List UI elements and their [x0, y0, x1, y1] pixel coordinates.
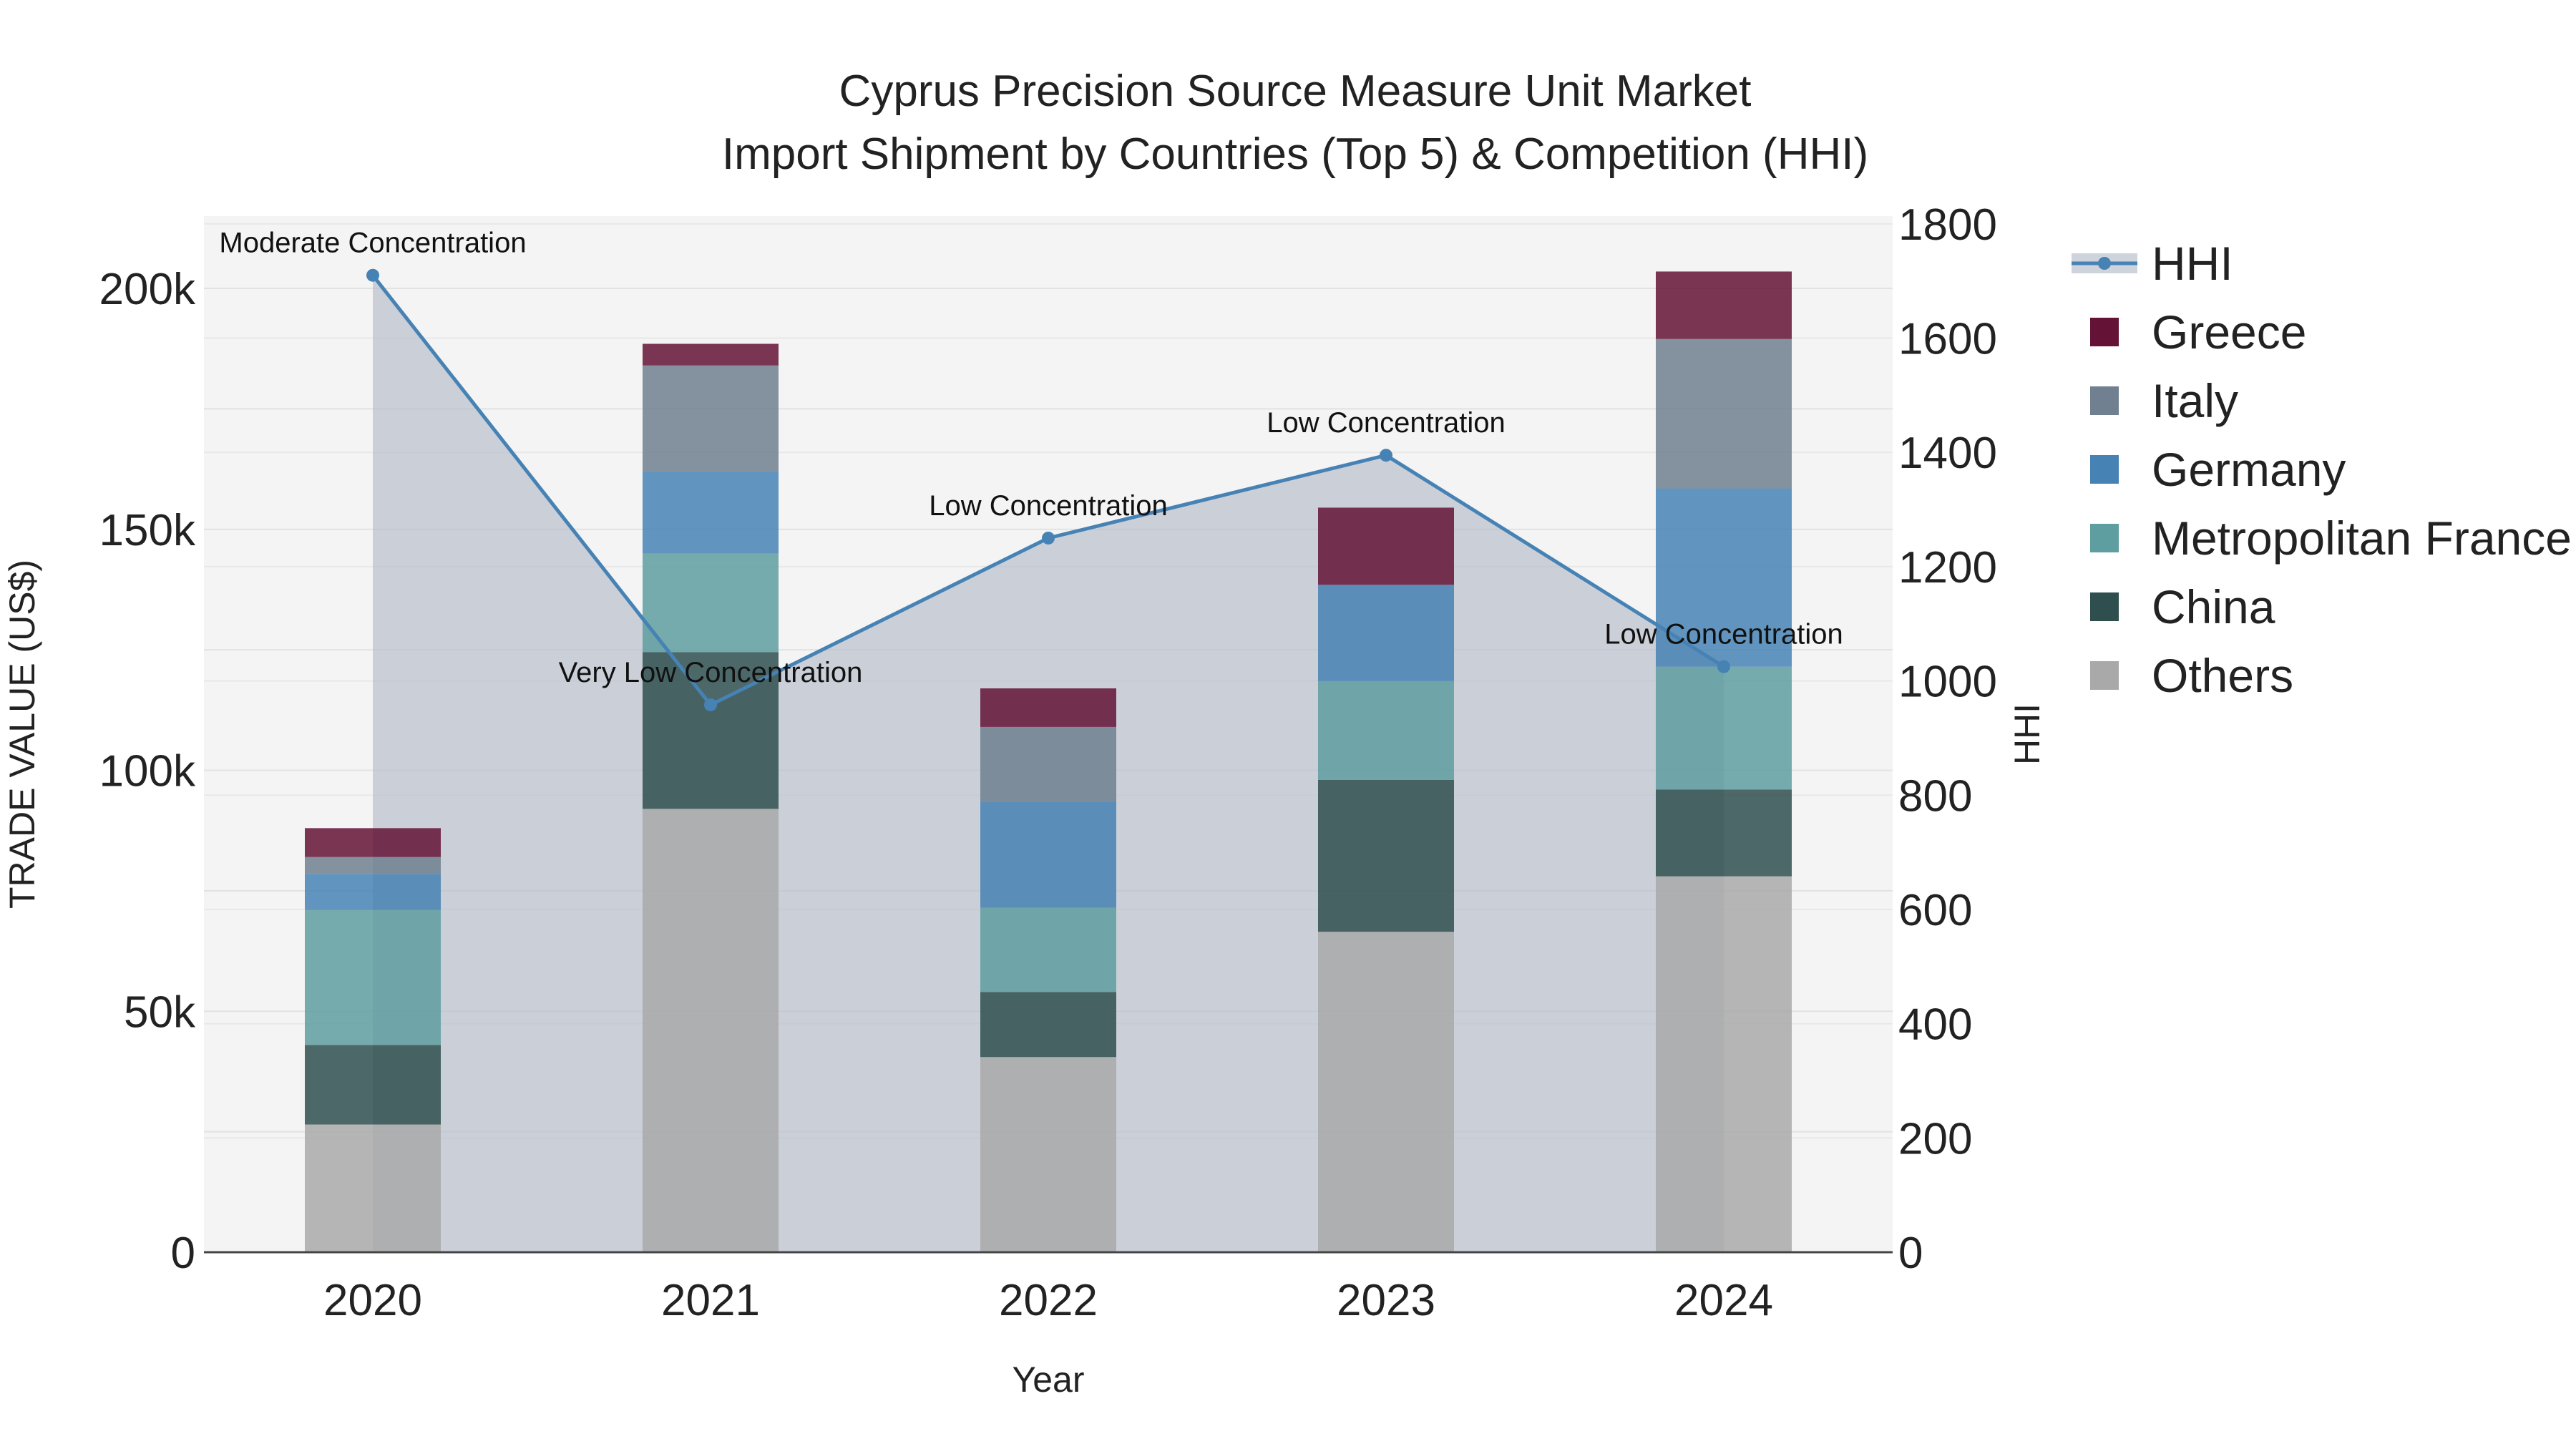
bar-germany-2023[interactable]: [1318, 585, 1454, 681]
bars: [305, 271, 1792, 1252]
hhi-annotation-2022: Low Concentration: [929, 490, 1168, 522]
legend-swatch: [2090, 661, 2119, 690]
chart-title-line2: Import Shipment by Countries (Top 5) & C…: [722, 130, 1868, 179]
bar-greece-2023[interactable]: [1318, 507, 1454, 585]
hhi-annotations: Moderate Concentration Very Low Concentra…: [219, 228, 1843, 688]
x-tick-label-2024: 2024: [1674, 1276, 1773, 1325]
x-tick-label-2020: 2020: [323, 1276, 422, 1325]
bar-metropolitan-france-2020[interactable]: [305, 909, 441, 1045]
legend-label: Germany: [2152, 443, 2346, 496]
bar-others-2024[interactable]: [1656, 876, 1792, 1252]
legend-item-hhi[interactable]: HHI: [2072, 237, 2233, 290]
bar-china-2023[interactable]: [1318, 779, 1454, 932]
legend-label: HHI: [2152, 237, 2233, 290]
bar-others-2021[interactable]: [643, 809, 779, 1252]
y2-axis-title: HHI: [2007, 703, 2047, 765]
bar-china-2020[interactable]: [305, 1045, 441, 1125]
bar-metropolitan-france-2021[interactable]: [643, 553, 779, 653]
y2-tick-label: 800: [1898, 771, 1972, 821]
legend-label: Italy: [2152, 374, 2238, 427]
legend-hhi-marker: [2098, 257, 2111, 270]
hhi-point-2024[interactable]: [1717, 660, 1730, 673]
bar-china-2024[interactable]: [1656, 789, 1792, 877]
legend-item-metropolitan-france[interactable]: Metropolitan France: [2090, 512, 2572, 565]
bar-others-2020[interactable]: [305, 1124, 441, 1252]
y-tick-label: 200k: [99, 265, 196, 314]
legend-swatch: [2090, 386, 2119, 415]
y2-tick-label: 1400: [1898, 429, 1997, 478]
hhi-annotation-2020: Moderate Concentration: [219, 228, 526, 259]
bar-italy-2020[interactable]: [305, 857, 441, 874]
legend-swatch: [2090, 318, 2119, 346]
chart-title-line1: Cyprus Precision Source Measure Unit Mar…: [839, 67, 1752, 116]
y2-tick-label: 400: [1898, 1000, 1972, 1050]
y2-tick-label: 1200: [1898, 543, 1997, 592]
bar-greece-2020[interactable]: [305, 828, 441, 857]
bar-germany-2021[interactable]: [643, 471, 779, 554]
y-tick-label: 150k: [99, 506, 196, 555]
legend-item-china[interactable]: China: [2090, 580, 2275, 633]
x-axis-ticks: 2020 2021 2022 2023 2024: [323, 1276, 1773, 1325]
y-axis-title: TRADE VALUE (US$): [2, 560, 42, 909]
bar-italy-2021[interactable]: [643, 365, 779, 472]
legend-label: Greece: [2152, 306, 2306, 358]
bar-china-2022[interactable]: [980, 992, 1116, 1058]
bar-metropolitan-france-2024[interactable]: [1656, 666, 1792, 790]
hhi-point-2023[interactable]: [1380, 449, 1392, 462]
bar-greece-2022[interactable]: [980, 688, 1116, 727]
y2-tick-label: 600: [1898, 886, 1972, 935]
bar-italy-2022[interactable]: [980, 726, 1116, 802]
hhi-annotation-2024: Low Concentration: [1604, 619, 1843, 650]
hhi-annotation-2021: Very Low Concentration: [559, 657, 863, 688]
legend-swatch: [2090, 592, 2119, 621]
bar-italy-2024[interactable]: [1656, 338, 1792, 489]
bar-others-2023[interactable]: [1318, 932, 1454, 1252]
bar-greece-2024[interactable]: [1656, 271, 1792, 339]
bar-greece-2021[interactable]: [643, 343, 779, 366]
legend: HHI Greece Italy Germany Metropolitan France…: [2072, 237, 2572, 702]
hhi-point-2022[interactable]: [1042, 531, 1055, 545]
y2-tick-label: 1800: [1898, 200, 1997, 250]
hhi-point-2020[interactable]: [366, 268, 379, 282]
hhi-annotation-2023: Low Concentration: [1267, 407, 1506, 439]
y2-tick-label: 0: [1898, 1229, 1923, 1278]
bar-others-2022[interactable]: [980, 1057, 1116, 1252]
y-tick-label: 0: [171, 1229, 195, 1278]
legend-label: China: [2152, 580, 2275, 633]
x-tick-label-2021: 2021: [661, 1276, 760, 1325]
y-tick-label: 100k: [99, 747, 196, 796]
legend-item-germany[interactable]: Germany: [2090, 443, 2346, 496]
y2-tick-label: 1600: [1898, 315, 1997, 364]
hhi-points: [366, 268, 1730, 712]
y2-tick-label: 200: [1898, 1114, 1972, 1163]
legend-item-greece[interactable]: Greece: [2090, 306, 2306, 358]
y2-axis-ticks: 0 200 400 600 800 1000 1200 1400 1600 1800: [1898, 200, 1997, 1278]
bar-metropolitan-france-2022[interactable]: [980, 907, 1116, 992]
y-tick-label: 50k: [124, 987, 196, 1037]
x-tick-label-2022: 2022: [999, 1276, 1098, 1325]
legend-swatch: [2090, 524, 2119, 552]
legend-label: Others: [2152, 649, 2293, 702]
bar-germany-2020[interactable]: [305, 874, 441, 910]
x-axis-title: Year: [1012, 1360, 1084, 1400]
legend-label: Metropolitan France: [2152, 512, 2572, 565]
legend-swatch: [2090, 455, 2119, 484]
legend-item-italy[interactable]: Italy: [2090, 374, 2238, 427]
hhi-point-2021[interactable]: [704, 698, 717, 712]
y-axis-ticks: 0 50k 100k 150k 200k: [99, 265, 196, 1278]
x-tick-label-2023: 2023: [1337, 1276, 1435, 1325]
bar-germany-2022[interactable]: [980, 801, 1116, 908]
y2-tick-label: 1000: [1898, 658, 1997, 707]
bar-china-2021[interactable]: [643, 652, 779, 809]
bar-metropolitan-france-2023[interactable]: [1318, 680, 1454, 780]
legend-item-others[interactable]: Others: [2090, 649, 2293, 702]
